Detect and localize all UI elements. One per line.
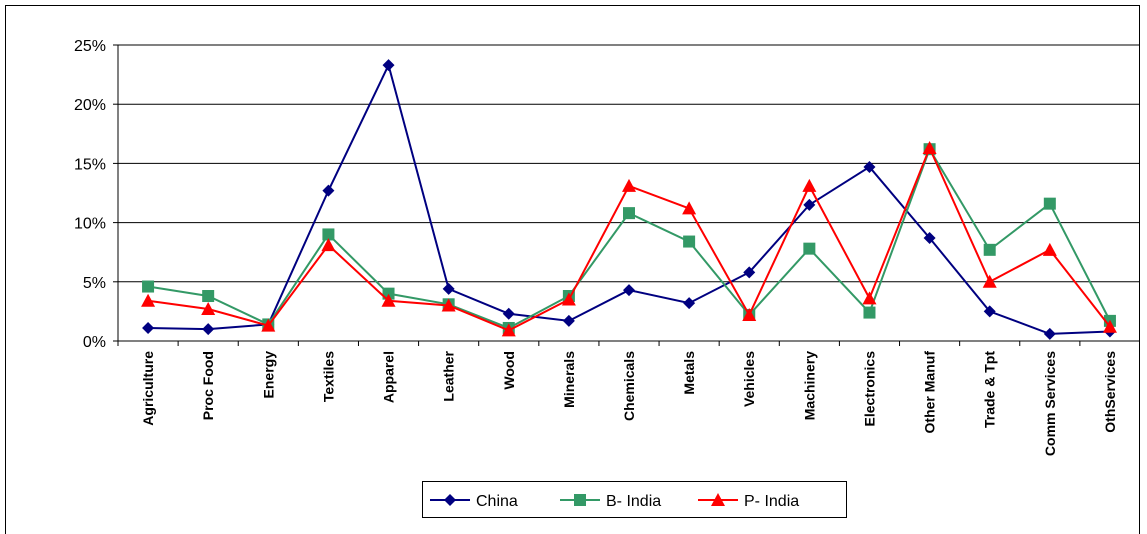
x-tick-label: Textiles: [320, 351, 336, 402]
marker: [502, 307, 515, 320]
legend-label: China: [476, 493, 518, 510]
marker: [561, 292, 576, 306]
marker: [803, 198, 816, 211]
marker: [862, 291, 877, 305]
x-tick-label: Wood: [501, 351, 517, 390]
marker: [922, 141, 937, 155]
legend-item: B- India: [560, 493, 661, 510]
marker: [322, 228, 335, 241]
x-tick-label: Apparel: [381, 351, 397, 403]
x-tick-label: Proc Food: [200, 351, 216, 420]
marker: [142, 280, 155, 293]
marker: [983, 243, 996, 256]
legend-box: [422, 481, 847, 518]
legend-marker: [574, 494, 586, 506]
marker: [321, 238, 336, 252]
marker: [803, 242, 816, 255]
marker: [863, 160, 876, 173]
marker: [682, 201, 697, 215]
marker: [382, 59, 395, 72]
marker: [202, 290, 215, 303]
legend-label: P- India: [744, 493, 799, 510]
marker: [1042, 242, 1057, 256]
marker: [623, 207, 635, 220]
marker: [622, 178, 636, 192]
marker: [562, 314, 575, 327]
marker: [683, 297, 696, 310]
marker: [923, 231, 936, 244]
marker: [501, 323, 516, 337]
x-tick-label: Metals: [681, 351, 697, 395]
marker: [1043, 327, 1056, 340]
x-tick-label: Chemicals: [621, 351, 637, 421]
y-tick-label: 25%: [74, 38, 106, 55]
marker: [983, 305, 996, 318]
x-tick-label: Other Manuf: [922, 351, 938, 434]
chart-frame: [5, 5, 1140, 534]
marker: [441, 298, 456, 312]
legend-marker: [711, 493, 725, 506]
x-tick-label: Leather: [441, 350, 457, 401]
marker: [201, 302, 216, 316]
marker: [802, 178, 817, 192]
marker: [863, 306, 876, 319]
y-tick-label: 5%: [83, 275, 106, 292]
y-tick-label: 15%: [74, 156, 106, 173]
marker: [142, 321, 155, 334]
x-tick-label: Electronics: [861, 351, 877, 427]
marker: [742, 307, 757, 321]
legend-item: P- India: [698, 493, 799, 510]
marker: [743, 266, 756, 279]
legend-item: China: [430, 493, 518, 510]
x-tick-label: Energy: [260, 351, 276, 399]
marker: [322, 184, 335, 197]
marker: [202, 323, 215, 336]
marker: [261, 318, 276, 332]
y-tick-label: 20%: [74, 97, 106, 114]
marker: [623, 284, 635, 297]
x-tick-label: Trade & Tpt: [982, 351, 998, 428]
x-tick-label: Vehicles: [741, 351, 757, 407]
y-tick-label: 10%: [74, 216, 106, 233]
x-tick-label: OthServices: [1102, 351, 1118, 433]
marker: [442, 282, 455, 295]
marker: [1043, 197, 1056, 210]
x-tick-label: Agriculture: [140, 351, 156, 426]
legend-label: B- India: [606, 493, 661, 510]
marker: [683, 235, 696, 248]
x-tick-label: Minerals: [561, 351, 577, 408]
marker: [982, 274, 997, 288]
marker: [381, 293, 396, 307]
x-tick-label: Machinery: [801, 351, 817, 420]
x-tick-label: Comm Services: [1042, 351, 1058, 456]
y-tick-label: 0%: [83, 334, 106, 351]
marker: [1102, 319, 1117, 333]
marker: [141, 293, 156, 307]
legend-marker: [444, 494, 456, 506]
